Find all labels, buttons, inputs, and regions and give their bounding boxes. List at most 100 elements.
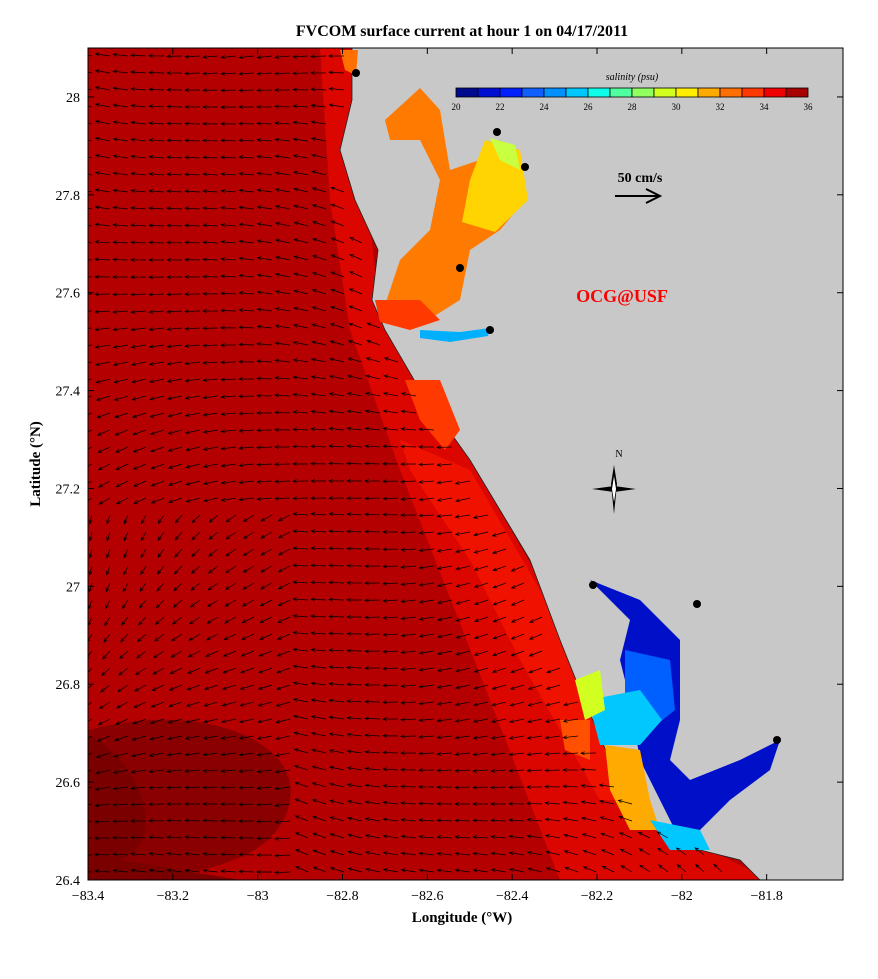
current-arrow (242, 514, 255, 522)
current-arrow (310, 392, 327, 397)
current-arrow (418, 616, 435, 621)
current-arrow (241, 599, 255, 607)
current-arrow (492, 616, 507, 623)
colorbar-swatch (499, 87, 523, 98)
current-arrow (491, 701, 507, 707)
current-arrow (347, 340, 363, 346)
current-arrow (88, 54, 93, 57)
current-arrow (88, 429, 93, 433)
current-arrow (274, 870, 291, 875)
current-arrow (310, 631, 327, 635)
current-arrow (202, 172, 219, 177)
current-arrow (221, 718, 237, 724)
current-arrow (312, 849, 327, 856)
current-arrow (637, 831, 651, 839)
current-arrow (202, 835, 219, 840)
current-arrow (311, 782, 327, 788)
current-arrow (105, 599, 111, 610)
current-arrow (310, 731, 327, 737)
nearshore-water-bright (400, 440, 630, 800)
current-arrow (346, 512, 363, 517)
current-arrow (346, 546, 363, 551)
current-arrow (292, 358, 309, 363)
current-arrow (88, 242, 93, 244)
current-arrow (274, 290, 291, 295)
y-axis-label: Latitude (°N) (28, 421, 44, 507)
current-arrow (454, 514, 471, 519)
current-arrow (364, 512, 381, 517)
current-arrow (562, 751, 579, 756)
current-arrow (292, 392, 309, 397)
current-arrow (436, 480, 453, 485)
current-arrow (364, 733, 381, 738)
current-arrow (293, 748, 309, 754)
manatee-river (420, 328, 490, 342)
current-arrow (189, 616, 201, 625)
current-arrow (639, 864, 651, 873)
current-arrow (204, 667, 219, 674)
current-arrow (88, 173, 93, 176)
current-arrow (155, 599, 165, 609)
current-arrow (328, 682, 345, 686)
current-arrow (490, 735, 507, 740)
current-arrow (490, 785, 507, 790)
current-arrow (185, 446, 201, 452)
current-arrow (167, 429, 183, 435)
deep-water-region-2 (88, 735, 240, 880)
current-arrow (544, 834, 561, 839)
current-arrow (400, 530, 417, 535)
current-arrow (364, 850, 381, 856)
current-arrow (562, 784, 579, 789)
current-arrow (472, 818, 489, 823)
current-arrow (99, 684, 111, 693)
current-arrow (510, 565, 525, 572)
current-arrow (526, 834, 543, 839)
current-arrow (472, 752, 489, 757)
current-arrow (310, 87, 327, 92)
current-arrow (418, 633, 435, 638)
current-arrow (220, 835, 237, 840)
current-arrow (292, 698, 309, 703)
current-arrow (148, 258, 165, 262)
current-arrow (238, 291, 255, 295)
current-arrow (148, 206, 165, 211)
current-arrow (328, 374, 345, 380)
current-arrow (130, 154, 147, 159)
current-arrow (220, 429, 237, 434)
current-arrow (238, 172, 255, 176)
x-tick-label: −82.2 (581, 889, 613, 904)
current-arrow (220, 206, 237, 210)
charlotte-harbor-mouth (588, 690, 662, 745)
current-arrow (472, 868, 489, 873)
current-arrow (238, 869, 255, 874)
river-station-dot (521, 163, 529, 171)
current-arrow (258, 667, 273, 674)
current-arrow (131, 752, 147, 758)
tampa-bay-mouth (375, 300, 440, 330)
current-arrow (88, 207, 93, 210)
current-arrow (418, 445, 435, 449)
current-arrow (329, 782, 345, 788)
current-arrow (130, 819, 147, 823)
current-arrow (238, 769, 255, 773)
current-arrow (436, 818, 453, 823)
current-arrow (88, 633, 93, 643)
current-arrow (311, 255, 327, 261)
current-arrow (238, 428, 255, 433)
current-arrow (220, 71, 237, 76)
current-arrow (202, 71, 219, 76)
current-arrow (242, 565, 255, 573)
current-arrow (88, 190, 93, 193)
current-arrow (526, 818, 543, 822)
current-arrow (94, 69, 111, 74)
colorbar-tick-label: 36 (804, 102, 814, 112)
current-arrow (153, 650, 165, 659)
colorbar-tick-label: 26 (584, 102, 594, 112)
current-arrow (97, 718, 111, 726)
current-arrow (101, 667, 111, 677)
current-arrow (292, 341, 309, 346)
current-arrow (346, 409, 363, 414)
current-arrow (121, 616, 129, 626)
current-arrow (189, 599, 201, 608)
current-arrow (202, 155, 219, 160)
